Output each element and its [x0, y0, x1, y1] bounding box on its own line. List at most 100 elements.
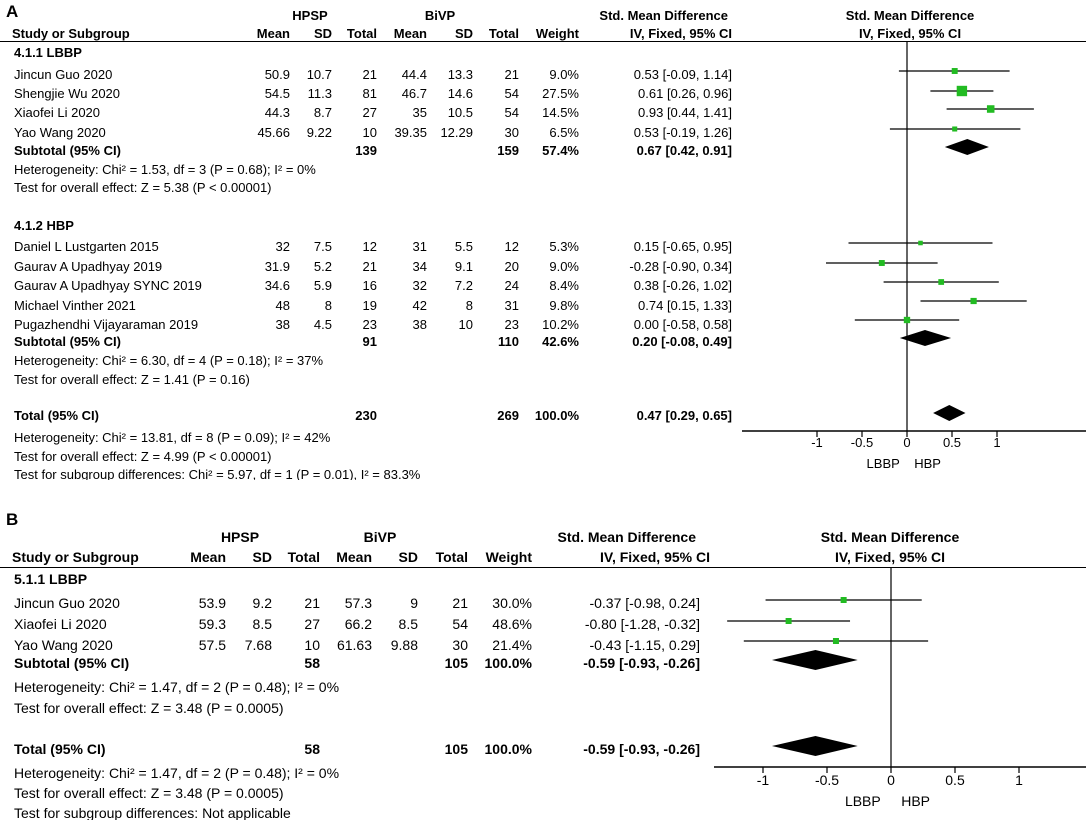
study-n2: 23	[504, 317, 519, 332]
study-name: Daniel L Lustgarten 2015	[14, 239, 159, 254]
study-n1: 21	[362, 258, 377, 274]
study-marker	[785, 618, 792, 624]
study-ci: 0.74 [0.15, 1.33]	[638, 297, 732, 313]
study-n1: 12	[362, 239, 377, 254]
study-ci: 0.93 [0.44, 1.41]	[638, 105, 732, 121]
study-ci: -0.80 [-1.28, -0.32]	[584, 616, 700, 632]
study-sd1: 8.7	[313, 105, 332, 121]
total1-header: Total	[287, 549, 320, 565]
mean1-header: Mean	[256, 26, 290, 41]
total-n1: 58	[304, 741, 320, 757]
study-marker	[952, 126, 958, 132]
total1-header: Total	[346, 26, 377, 41]
heterogeneity-text: Heterogeneity: Chi² = 6.30, df = 4 (P = …	[14, 353, 324, 368]
study-m2: 31	[412, 239, 427, 254]
overall-effect-text: Test for overall effect: Z = 1.41 (P = 0…	[14, 372, 250, 387]
study-n2: 21	[504, 67, 519, 82]
subtotal-diamond	[899, 330, 952, 346]
study-n2: 20	[504, 258, 519, 274]
x-tick-label: 1	[993, 435, 1000, 450]
study-name: Pugazhendhi Vijayaraman 2019	[14, 317, 199, 332]
study-weight: 21.4%	[492, 637, 532, 653]
x-tick-label: -0.5	[851, 435, 873, 450]
sd1-header: SD	[252, 549, 272, 565]
study-name: Yao Wang 2020	[14, 637, 113, 653]
x-tick-label: 0	[903, 435, 910, 450]
study-n2: 30	[504, 124, 519, 140]
study-weight: 9.0%	[549, 258, 579, 274]
study-ci: 0.53 [-0.09, 1.14]	[633, 67, 732, 82]
study-name: Xiaofei Li 2020	[14, 616, 107, 632]
heterogeneity-text: Heterogeneity: Chi² = 1.53, df = 3 (P = …	[14, 162, 316, 177]
sd1-header: SD	[313, 26, 332, 41]
study-ci: 0.15 [-0.65, 0.95]	[633, 239, 732, 254]
study-n1: 27	[304, 616, 320, 632]
footer-subgroup-differences: Test for subgroup differences: Not appli…	[14, 806, 291, 820]
study-weight: 48.6%	[492, 616, 532, 632]
study-marker	[903, 316, 911, 324]
subtotal-weight: 57.4%	[542, 143, 579, 158]
study-marker	[840, 597, 847, 603]
study-sd1: 11.3	[307, 86, 332, 102]
study-name: Jincun Guo 2020	[14, 595, 120, 611]
study-ci: 0.53 [-0.19, 1.26]	[633, 124, 732, 140]
study-sd2: 7.2	[454, 278, 473, 293]
study-m2: 61.63	[336, 637, 372, 653]
study-weight: 9.8%	[549, 297, 579, 313]
subtotal-n1: 139	[355, 143, 377, 158]
x-tick-label: 1	[1015, 772, 1023, 788]
study-n1: 16	[362, 278, 377, 293]
total-label: Total (95% CI)	[14, 741, 106, 757]
study-m2: 38	[412, 317, 427, 332]
hpsp-group-header: HPSP	[292, 8, 328, 23]
study-ci: -0.43 [-1.15, 0.29]	[589, 637, 700, 653]
study-weight: 27.5%	[542, 86, 579, 102]
study-sd1: 5.2	[313, 258, 332, 274]
study-sd1: 9.2	[252, 595, 272, 611]
x-tick-label: -1	[757, 772, 770, 788]
study-column-header: Study or Subgroup	[12, 549, 139, 565]
effect-method: IV, Fixed, 95% CI	[600, 549, 710, 565]
subtotal-label: Subtotal (95% CI)	[14, 334, 121, 349]
study-sd2: 9.1	[454, 258, 473, 274]
x-tick-label: 0.5	[943, 435, 961, 450]
study-n2: 54	[504, 86, 519, 102]
bivp-group-header: BiVP	[424, 8, 456, 23]
study-sd2: 10.5	[447, 105, 473, 121]
plot-method: IV, Fixed, 95% CI	[835, 549, 945, 565]
footer-heterogeneity: Heterogeneity: Chi² = 13.81, df = 8 (P =…	[14, 430, 331, 445]
study-name: Jincun Guo 2020	[14, 67, 113, 82]
study-weight: 30.0%	[492, 595, 532, 611]
total2-header: Total	[488, 26, 519, 41]
subtotal-weight: 42.6%	[542, 334, 579, 349]
subtotal-diamond	[771, 650, 858, 670]
x-tick-label: 0.5	[945, 772, 965, 788]
panel-label-a: A	[6, 2, 19, 21]
study-sd2: 12.29	[440, 124, 473, 140]
study-n1: 23	[362, 317, 377, 332]
study-ci: 0.61 [0.26, 0.96]	[638, 86, 732, 102]
study-m1: 31.9	[264, 258, 290, 274]
total-n2: 105	[444, 741, 468, 757]
study-weight: 5.3%	[549, 239, 579, 254]
total-ci: -0.59 [-0.93, -0.26]	[583, 741, 700, 757]
study-sd2: 5.5	[454, 239, 473, 254]
study-weight: 10.2%	[542, 317, 579, 332]
subgroup-label: 5.1.1 LBBP	[14, 571, 88, 587]
total-n1: 230	[355, 408, 377, 423]
study-n2: 24	[504, 278, 519, 293]
total-label: Total (95% CI)	[14, 408, 99, 423]
study-m1: 48	[275, 297, 290, 313]
study-n1: 10	[304, 637, 320, 653]
total-weight: 100.0%	[534, 408, 579, 423]
study-marker	[951, 68, 958, 74]
study-m1: 38	[275, 317, 290, 332]
subtotal-n2: 159	[497, 143, 519, 158]
plot-method: IV, Fixed, 95% CI	[858, 26, 962, 41]
study-ci: -0.28 [-0.90, 0.34]	[629, 258, 732, 274]
effect-title: Std. Mean Difference	[599, 8, 728, 23]
study-column-header: Study or Subgroup	[12, 26, 130, 41]
mean1-header: Mean	[190, 549, 226, 565]
study-marker	[938, 279, 945, 285]
effect-method: IV, Fixed, 95% CI	[629, 26, 732, 41]
